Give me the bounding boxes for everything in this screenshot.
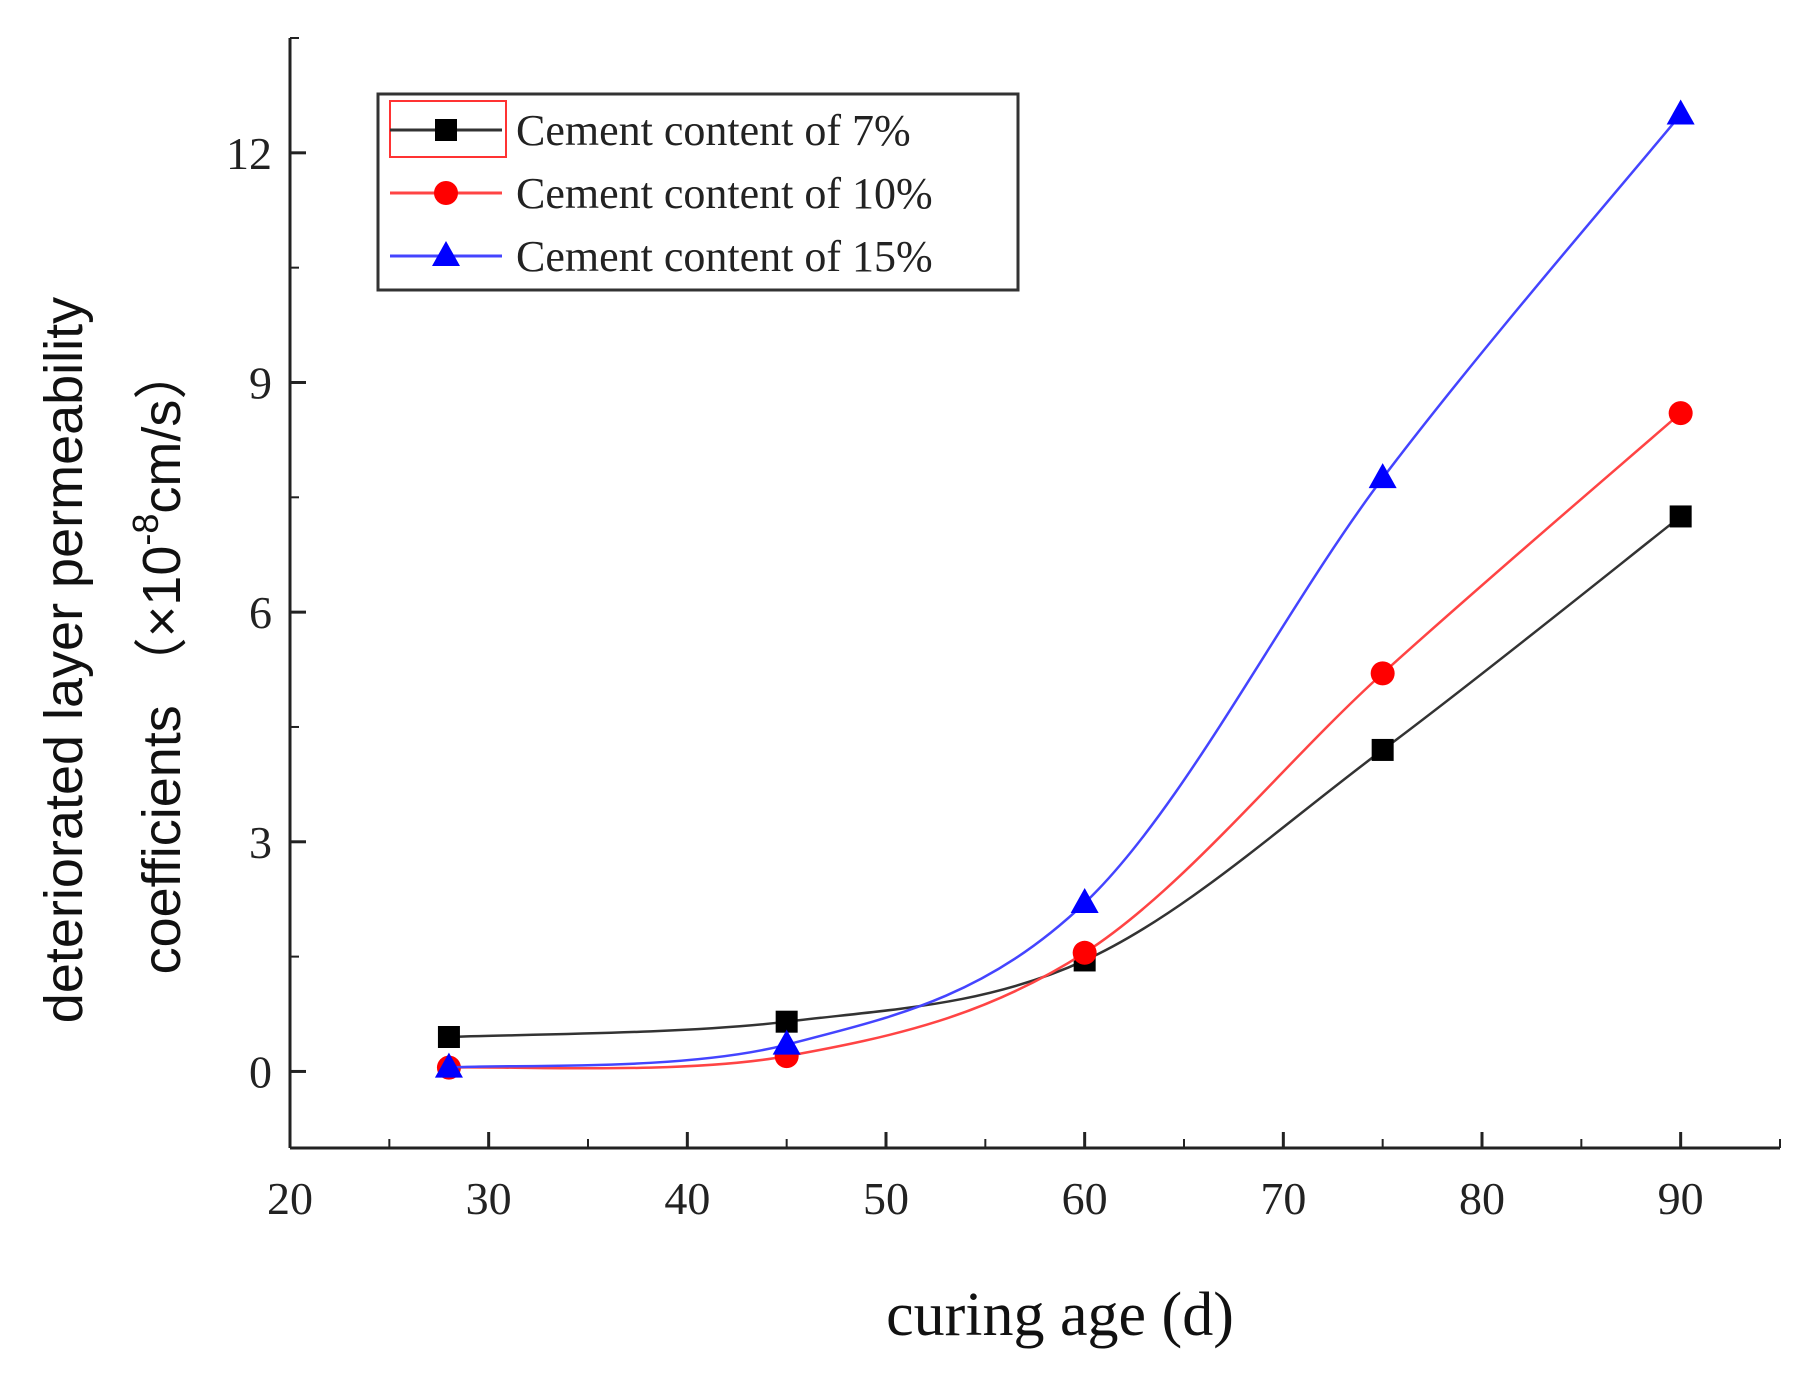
series-layer bbox=[434, 99, 1695, 1080]
data-point-7pct bbox=[437, 1026, 460, 1048]
x-axis-label: curing age (d) bbox=[886, 1281, 1234, 1349]
x-tick-label: 90 bbox=[1658, 1173, 1704, 1224]
x-tick-label: 70 bbox=[1260, 1173, 1306, 1224]
legend-marker bbox=[435, 119, 457, 141]
x-tick-label: 20 bbox=[267, 1173, 313, 1224]
series-15pct bbox=[434, 99, 1695, 1078]
y-axis-label-unit-close: cm/s） bbox=[132, 346, 192, 514]
data-point-7pct bbox=[1669, 505, 1692, 528]
data-point-15pct bbox=[1666, 99, 1695, 125]
series-7pct bbox=[437, 505, 1692, 1048]
y-axis-label-line1: deteriorated layer permeability bbox=[34, 297, 94, 1023]
x-tick-label: 30 bbox=[466, 1173, 512, 1224]
legend-label: Cement content of 10% bbox=[516, 169, 933, 218]
legend-marker bbox=[432, 241, 460, 266]
data-point-15pct bbox=[434, 1052, 463, 1078]
y-axis-label-prefix: coefficients bbox=[132, 705, 192, 974]
x-tick-label: 50 bbox=[863, 1173, 909, 1224]
legend-marker bbox=[434, 181, 458, 205]
legend-label: Cement content of 7% bbox=[516, 106, 911, 155]
legend-item-10pct: Cement content of 10% bbox=[390, 169, 933, 218]
series-line-7pct bbox=[448, 515, 1682, 1039]
series-line-10pct bbox=[448, 412, 1682, 1070]
data-point-7pct bbox=[775, 1010, 798, 1033]
series-line-15pct bbox=[448, 113, 1682, 1069]
legend-item-7pct: Cement content of 7% bbox=[390, 106, 911, 155]
y-tick-label: 3 bbox=[249, 817, 272, 868]
y-tick-label: 0 bbox=[249, 1046, 272, 1097]
y-axis-label-unit-open: （×10 bbox=[132, 546, 192, 692]
data-point-10pct bbox=[1370, 661, 1395, 686]
data-point-15pct bbox=[1368, 463, 1397, 489]
x-tick-label: 60 bbox=[1062, 1173, 1108, 1224]
x-tick-label: 40 bbox=[664, 1173, 710, 1224]
data-point-7pct bbox=[1371, 738, 1394, 761]
y-tick-label: 6 bbox=[249, 587, 272, 638]
data-point-10pct bbox=[1668, 401, 1693, 426]
y-tick-label: 9 bbox=[249, 357, 272, 408]
axes: 20 30 40 50 60 70 80 90 0 3 6 9 12 bbox=[226, 37, 1781, 1224]
y-axis-label-exponent: -8 bbox=[125, 514, 166, 546]
x-tick-label: 80 bbox=[1459, 1173, 1505, 1224]
legend: Cement content of 7% Cement content of 10… bbox=[376, 92, 1020, 292]
y-axis-label-line2: coefficients （×10-8cm/s） bbox=[125, 346, 192, 975]
y-axis-label: deteriorated layer permeability bbox=[34, 297, 94, 1023]
legend-item-15pct: Cement content of 15% bbox=[390, 232, 933, 281]
data-point-15pct bbox=[1070, 888, 1099, 914]
legend-label: Cement content of 15% bbox=[516, 232, 933, 281]
data-point-15pct bbox=[772, 1029, 801, 1055]
series-10pct bbox=[436, 401, 1693, 1080]
data-point-10pct bbox=[1072, 940, 1097, 965]
svg-text:coefficients（×10-8cm/s）: coefficients （×10-8cm/s） bbox=[125, 346, 192, 975]
y-tick-label: 12 bbox=[226, 128, 272, 179]
